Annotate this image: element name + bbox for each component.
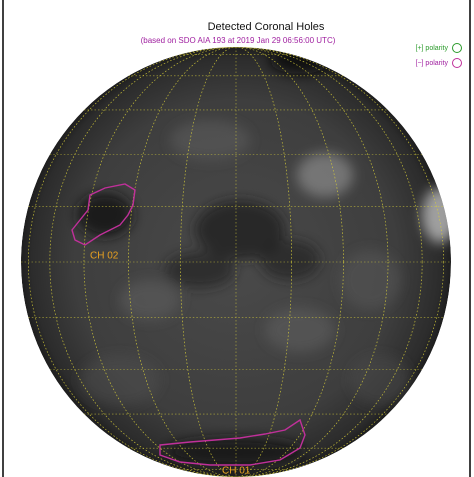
texture bbox=[77, 47, 451, 466]
coordinate-grid bbox=[21, 47, 451, 477]
grid-line bbox=[49, 47, 423, 477]
grid-line bbox=[28, 47, 444, 477]
legend-symbol bbox=[452, 58, 462, 68]
sun-disk bbox=[21, 47, 451, 477]
legend-label: [+] polarity bbox=[416, 45, 449, 52]
subtitle: (based on SDO AIA 193 at 2019 Jan 29 06:… bbox=[141, 36, 336, 45]
legend-label: [−] polarity bbox=[416, 60, 449, 67]
coronal-hole-contour bbox=[71, 183, 136, 246]
grid-line bbox=[83, 47, 389, 477]
grid-line bbox=[180, 47, 292, 477]
region-label: CH 01 bbox=[222, 466, 251, 477]
coronal-hole-contour bbox=[159, 418, 306, 466]
legend-symbol bbox=[452, 43, 462, 53]
grid-line bbox=[128, 47, 344, 477]
title: Detected Coronal Holes bbox=[208, 21, 325, 33]
region-label: CH 02 bbox=[90, 251, 119, 262]
